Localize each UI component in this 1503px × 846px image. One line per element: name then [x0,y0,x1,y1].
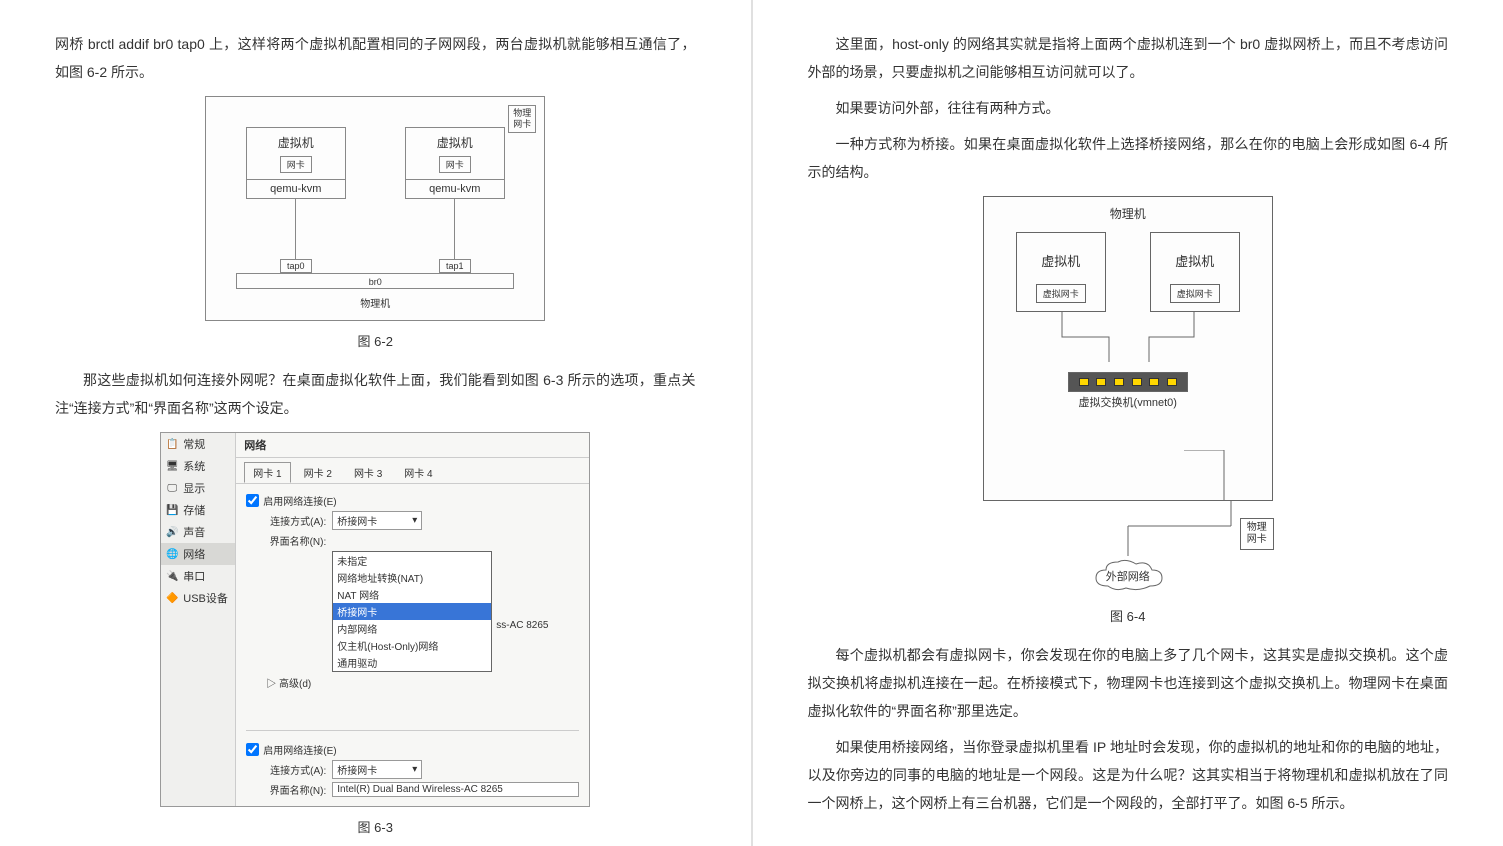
sidebar-item[interactable]: 🖥 系统 [161,455,235,477]
vm-label: 虚拟机 [247,134,345,151]
sidebar-item[interactable]: 🔌 串口 [161,565,235,587]
conn-dropdown[interactable]: 未指定网络地址转换(NAT)NAT 网络桥接网卡内部网络仅主机(Host-Onl… [332,551,492,672]
kvm-label: qemu-kvm [246,179,346,199]
vswitch-label: 虚拟交换机(vmnet0) [994,394,1262,410]
nic-label: 网卡 [280,156,312,173]
host-label: 物理机 [216,295,534,310]
figure-6-4: 物理机 虚拟机 虚拟网卡 虚拟机 虚拟网卡 [983,196,1273,596]
enable-label: 启用网络连接(E) [263,742,336,757]
left-page: 网桥 brctl addif br0 tap0 上，这样将两个虚拟机配置相同的子… [0,0,751,846]
paragraph: 一种方式称为桥接。如果在桌面虚拟化软件上选择桥接网络，那么在你的电脑上会形成如图… [808,130,1449,186]
right-page: 这里面，host-only 的网络其实就是指将上面两个虚拟机连到一个 br0 虚… [753,0,1503,846]
book-spread: 网桥 brctl addif br0 tap0 上，这样将两个虚拟机配置相同的子… [0,0,1503,846]
cloud-box: 外部网络 [1088,556,1168,596]
paragraph: 这里面，host-only 的网络其实就是指将上面两个虚拟机连到一个 br0 虚… [808,30,1449,86]
nic-tab[interactable]: 网卡 4 [395,462,441,483]
nic-tab[interactable]: 网卡 2 [295,462,341,483]
phys-nic-box: 物理 网卡 [508,105,536,133]
paragraph: 网桥 brctl addif br0 tap0 上，这样将两个虚拟机配置相同的子… [55,30,696,86]
iface-hint: ss-AC 8265 [496,620,548,631]
conn-select[interactable]: 桥接网卡▾ [332,511,422,530]
vnic-label: 虚拟网卡 [1170,284,1220,303]
sidebar-item[interactable]: 🔊 声音 [161,521,235,543]
enable-checkbox[interactable] [246,494,259,507]
figure-6-2: 物理 网卡 虚拟机 网卡 qemu-kvm tap0 虚拟机 网卡 [205,96,545,321]
paragraph: 如果使用桥接网络，当你登录虚拟机里看 IP 地址时会发现，你的虚拟机的地址和你的… [808,733,1449,817]
conn-label: 连接方式(A): [246,513,326,528]
sidebar-icon: 🔶 [165,591,179,605]
figure-caption: 图 6-2 [55,331,696,350]
paragraph: 那这些虚拟机如何连接外网呢？在桌面虚拟化软件上面，我们能看到如图 6-3 所示的… [55,366,696,422]
sidebar-label: 串口 [183,568,205,584]
sidebar-label: 显示 [183,480,205,496]
dropdown-option[interactable]: 内部网络 [333,620,491,637]
chevron-down-icon: ▾ [412,515,417,526]
paragraph: 每个虚拟机都会有虚拟网卡，你会发现在你的电脑上多了几个网卡，这其实是虚拟交换机。… [808,641,1449,725]
phys-nic-box: 物理 网卡 [1240,518,1274,550]
connector-lines [983,501,1273,556]
vm-label: 虚拟机 [1017,251,1105,270]
sidebar-label: 存储 [183,502,205,518]
tap-label: tap1 [439,259,471,273]
sidebar-item[interactable]: 💾 存储 [161,499,235,521]
host-label: 物理机 [994,205,1262,222]
sidebar-item[interactable]: 🔶 USB设备 [161,587,235,609]
sidebar-item[interactable]: 🌐 网络 [161,543,235,565]
iface-label: 界面名称(N): [246,782,326,797]
chevron-down-icon: ▾ [412,764,417,775]
sidebar-icon: 🌐 [165,547,179,561]
sidebar-label: USB设备 [183,590,228,606]
nic-label: 网卡 [439,156,471,173]
dropdown-option[interactable]: 未指定 [333,552,491,569]
dropdown-option[interactable]: 桥接网卡 [333,603,491,620]
nic-tab[interactable]: 网卡 3 [345,462,391,483]
paragraph: 如果要访问外部，往往有两种方式。 [808,94,1449,122]
sidebar-icon: 🔊 [165,525,179,539]
sidebar-icon: 🔌 [165,569,179,583]
dropdown-option[interactable]: 通用驱动 [333,654,491,671]
sidebar-icon: 🖵 [165,481,179,495]
figure-6-3: 📋常规🖥系统🖵显示💾存储🔊声音🌐网络🔌串口🔶USB设备 网络 网卡 1网卡 2网… [160,432,590,807]
advanced-toggle[interactable]: ▷ 高级(d) [266,675,311,690]
sidebar-icon: 🖥 [165,459,179,473]
conn-label: 连接方式(A): [246,762,326,777]
dropdown-option[interactable]: 网络地址转换(NAT) [333,569,491,586]
sidebar-label: 网络 [183,546,205,562]
vm-label: 虚拟机 [1151,251,1239,270]
iface-input[interactable]: Intel(R) Dual Band Wireless-AC 8265 [332,782,579,797]
dropdown-option[interactable]: NAT 网络 [333,586,491,603]
sidebar-icon: 📋 [165,437,179,451]
tap-label: tap0 [280,259,312,273]
cloud-label: 外部网络 [1088,568,1168,584]
figure-caption: 图 6-4 [808,606,1449,625]
sidebar-icon: 💾 [165,503,179,517]
sidebar-item[interactable]: 📋 常规 [161,433,235,455]
bridge-label: br0 [236,273,514,289]
conn-select[interactable]: 桥接网卡▾ [332,760,422,779]
connector-lines [994,312,1264,372]
nic-tabs: 网卡 1网卡 2网卡 3网卡 4 [236,458,589,484]
vnic-label: 虚拟网卡 [1036,284,1086,303]
sidebar-label: 声音 [183,524,205,540]
vm-label: 虚拟机 [406,134,504,151]
settings-sidebar: 📋 常规 🖥 系统 🖵 显示 💾 存储 🔊 声音 🌐 网络 🔌 串口 🔶 USB设备 [161,433,236,806]
panel-title: 网络 [236,433,589,458]
figure-caption: 图 6-3 [55,817,696,836]
kvm-label: qemu-kvm [405,179,505,199]
sidebar-label: 常规 [183,436,205,452]
enable-checkbox[interactable] [246,743,259,756]
iface-label: 界面名称(N): [246,533,326,548]
connector-lines [994,450,1264,500]
sidebar-label: 系统 [183,458,205,474]
sidebar-item[interactable]: 🖵 显示 [161,477,235,499]
dropdown-option[interactable]: 仅主机(Host-Only)网络 [333,637,491,654]
nic-tab[interactable]: 网卡 1 [244,462,290,483]
vswitch-box [1068,372,1188,392]
enable-label: 启用网络连接(E) [263,493,336,508]
